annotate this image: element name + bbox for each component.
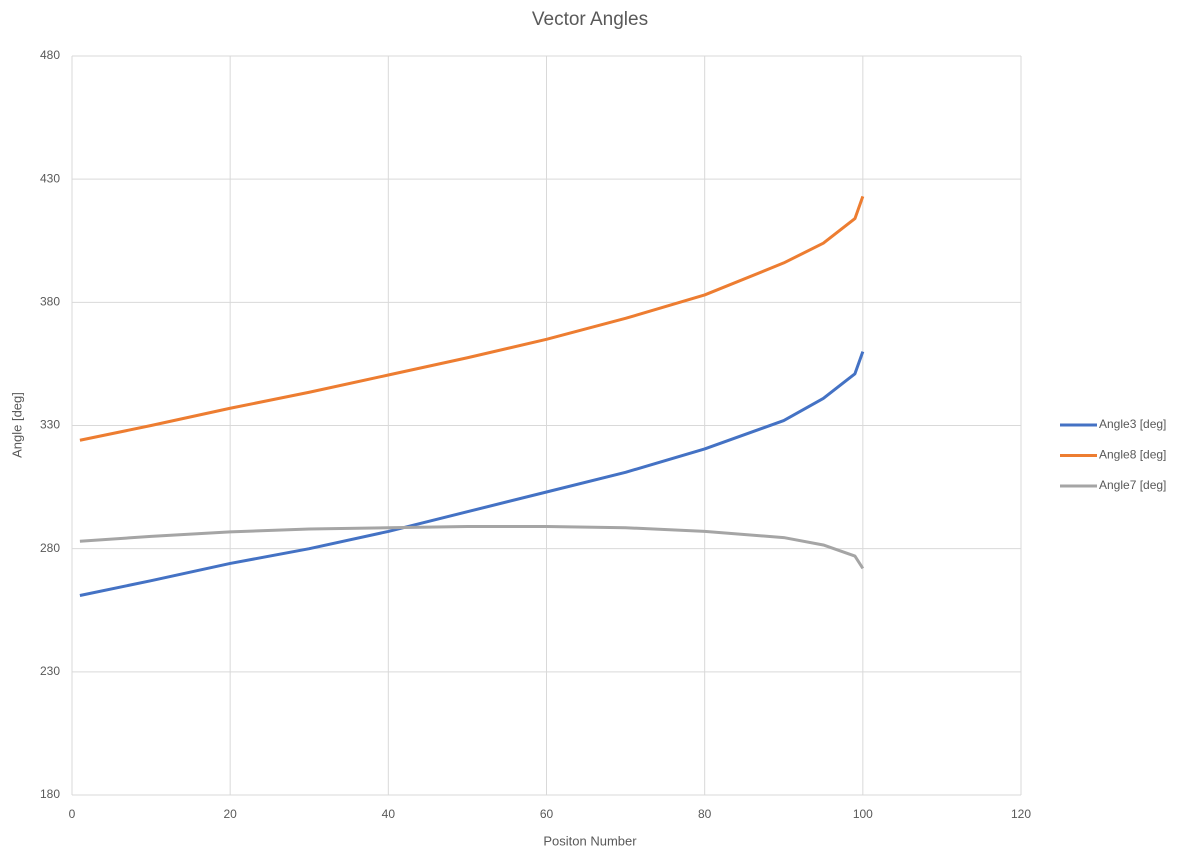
y-axis-label: Angle [deg] xyxy=(9,392,24,458)
legend-label: Angle8 [deg] xyxy=(1099,448,1166,462)
series-line xyxy=(79,195,865,442)
x-tick-label: 100 xyxy=(853,807,873,821)
series-line xyxy=(79,524,865,570)
y-tick-label: 330 xyxy=(40,418,60,432)
x-tick-label: 80 xyxy=(698,807,712,821)
series-line xyxy=(79,351,865,597)
y-tick-label: 430 xyxy=(40,171,60,185)
legend-label: Angle3 [deg] xyxy=(1099,417,1166,431)
y-tick-label: 380 xyxy=(40,295,60,309)
x-axis-label: Positon Number xyxy=(543,833,637,848)
legend-label: Angle7 [deg] xyxy=(1099,478,1166,492)
x-tick-label: 0 xyxy=(69,807,76,821)
x-tick-label: 20 xyxy=(223,807,237,821)
chart-title: Vector Angles xyxy=(532,9,648,30)
y-tick-label: 280 xyxy=(40,541,60,555)
x-tick-label: 60 xyxy=(540,807,554,821)
x-tick-label: 40 xyxy=(382,807,396,821)
x-tick-label: 120 xyxy=(1011,807,1031,821)
y-tick-label: 480 xyxy=(40,48,60,62)
y-tick-label: 230 xyxy=(40,664,60,678)
y-tick-label: 180 xyxy=(40,787,60,801)
